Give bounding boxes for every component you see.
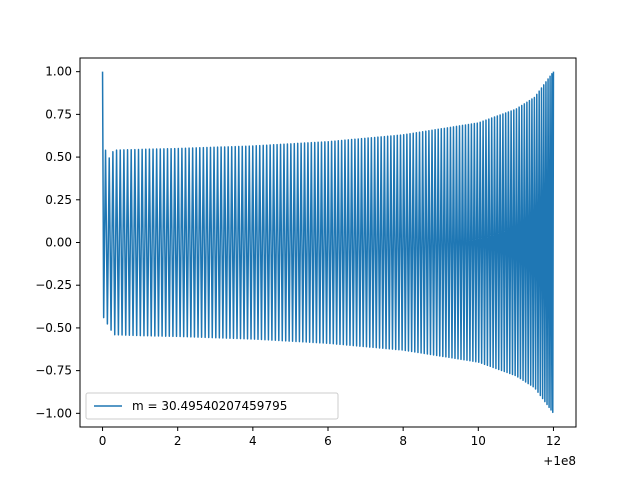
y-tick-label: 1.00 — [45, 65, 72, 79]
series-group — [101, 71, 555, 414]
x-axis-offset-label: +1e8 — [543, 454, 576, 468]
y-tick-label: −1.00 — [35, 406, 72, 420]
y-tick-label: 0.50 — [45, 150, 72, 164]
x-tick-label: 6 — [324, 434, 332, 448]
x-tick-label: 0 — [99, 434, 107, 448]
y-tick-label: −0.75 — [35, 364, 72, 378]
y-tick-label: 0.75 — [45, 107, 72, 121]
y-axis: −1.00 −0.75 −0.50 −0.25 0.00 0.25 0.50 0.75 1.00 — [35, 65, 80, 420]
x-tick-label: 10 — [471, 434, 486, 448]
y-tick-label: 0.00 — [45, 236, 72, 250]
x-tick-label: 2 — [174, 434, 182, 448]
plot-area — [79, 57, 577, 428]
y-tick-label: 0.25 — [45, 193, 72, 207]
x-tick-label: 8 — [399, 434, 407, 448]
x-tick-label: 4 — [249, 434, 257, 448]
y-tick-label: −0.50 — [35, 321, 72, 335]
legend-box — [85, 392, 339, 420]
legend-entry-label: m = 30.49540207459795 — [132, 399, 287, 413]
series-line — [101, 71, 555, 414]
x-axis: 0 2 4 6 8 10 12 — [99, 427, 561, 448]
x-tick-label: 12 — [546, 434, 561, 448]
y-tick-label: −0.25 — [35, 278, 72, 292]
legend: m = 30.49540207459795 — [85, 392, 339, 420]
